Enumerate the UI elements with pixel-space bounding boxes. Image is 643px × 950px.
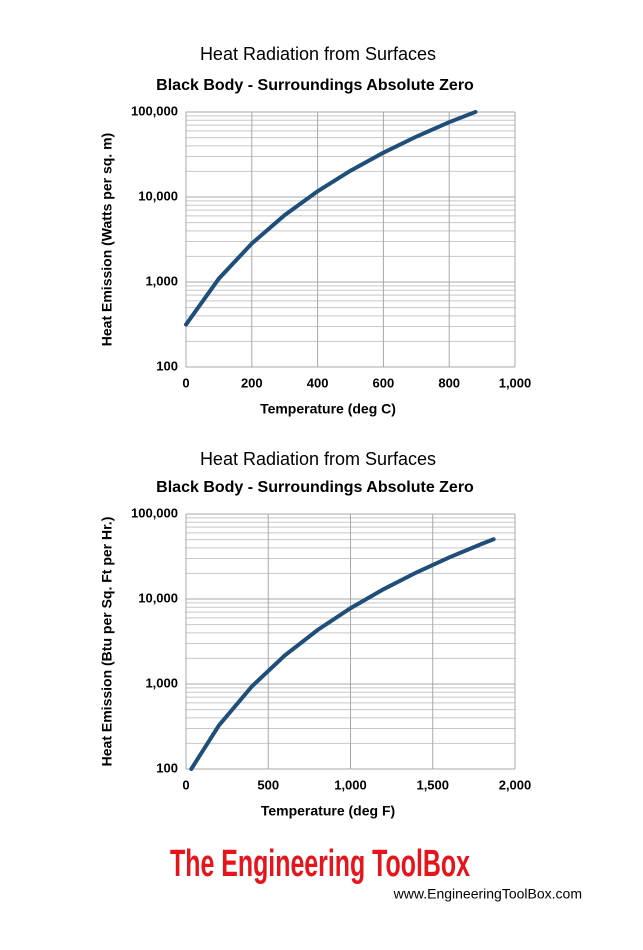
- x-tick-label: 1,000: [334, 777, 367, 792]
- data-line: [189, 537, 496, 771]
- y-tick-label: 10,000: [138, 590, 178, 605]
- data-line: [184, 109, 478, 327]
- y-axis-label: Heat Emission (Watts per sq. m): [99, 133, 115, 346]
- y-tick-label: 100: [156, 760, 178, 775]
- x-tick-label: 800: [438, 375, 460, 390]
- x-tick-label: 400: [307, 375, 329, 390]
- brand-name: The Engineering ToolBox: [170, 843, 470, 885]
- chart-subtitle: Black Body - Surroundings Absolute Zero: [156, 479, 474, 496]
- x-tick-label: 600: [373, 375, 395, 390]
- chart-title: Heat Radiation from Surfaces: [200, 44, 436, 64]
- y-tick-label: 1,000: [145, 273, 178, 288]
- x-tick-label: 2,000: [499, 777, 532, 792]
- x-tick-label: 1,500: [416, 777, 449, 792]
- y-tick-label: 100: [156, 358, 178, 373]
- y-tick-label: 100,000: [131, 103, 178, 118]
- chart-title: Heat Radiation from Surfaces: [200, 449, 436, 469]
- brand-url: www.EngineeringToolBox.com: [393, 886, 582, 902]
- y-tick-label: 100,000: [131, 505, 178, 520]
- x-axis-label: Temperature (deg F): [261, 803, 395, 819]
- x-axis-label: Temperature (deg C): [260, 401, 396, 417]
- y-tick-label: 10,000: [138, 188, 178, 203]
- chart-subtitle: Black Body - Surroundings Absolute Zero: [156, 77, 474, 94]
- x-tick-label: 1,000: [499, 375, 532, 390]
- x-tick-label: 0: [182, 375, 189, 390]
- x-tick-label: 0: [182, 777, 189, 792]
- y-tick-label: 1,000: [145, 675, 178, 690]
- x-tick-label: 500: [257, 777, 279, 792]
- y-axis-label: Heat Emission (Btu per Sq. Ft per Hr.): [99, 517, 115, 767]
- x-tick-label: 200: [241, 375, 263, 390]
